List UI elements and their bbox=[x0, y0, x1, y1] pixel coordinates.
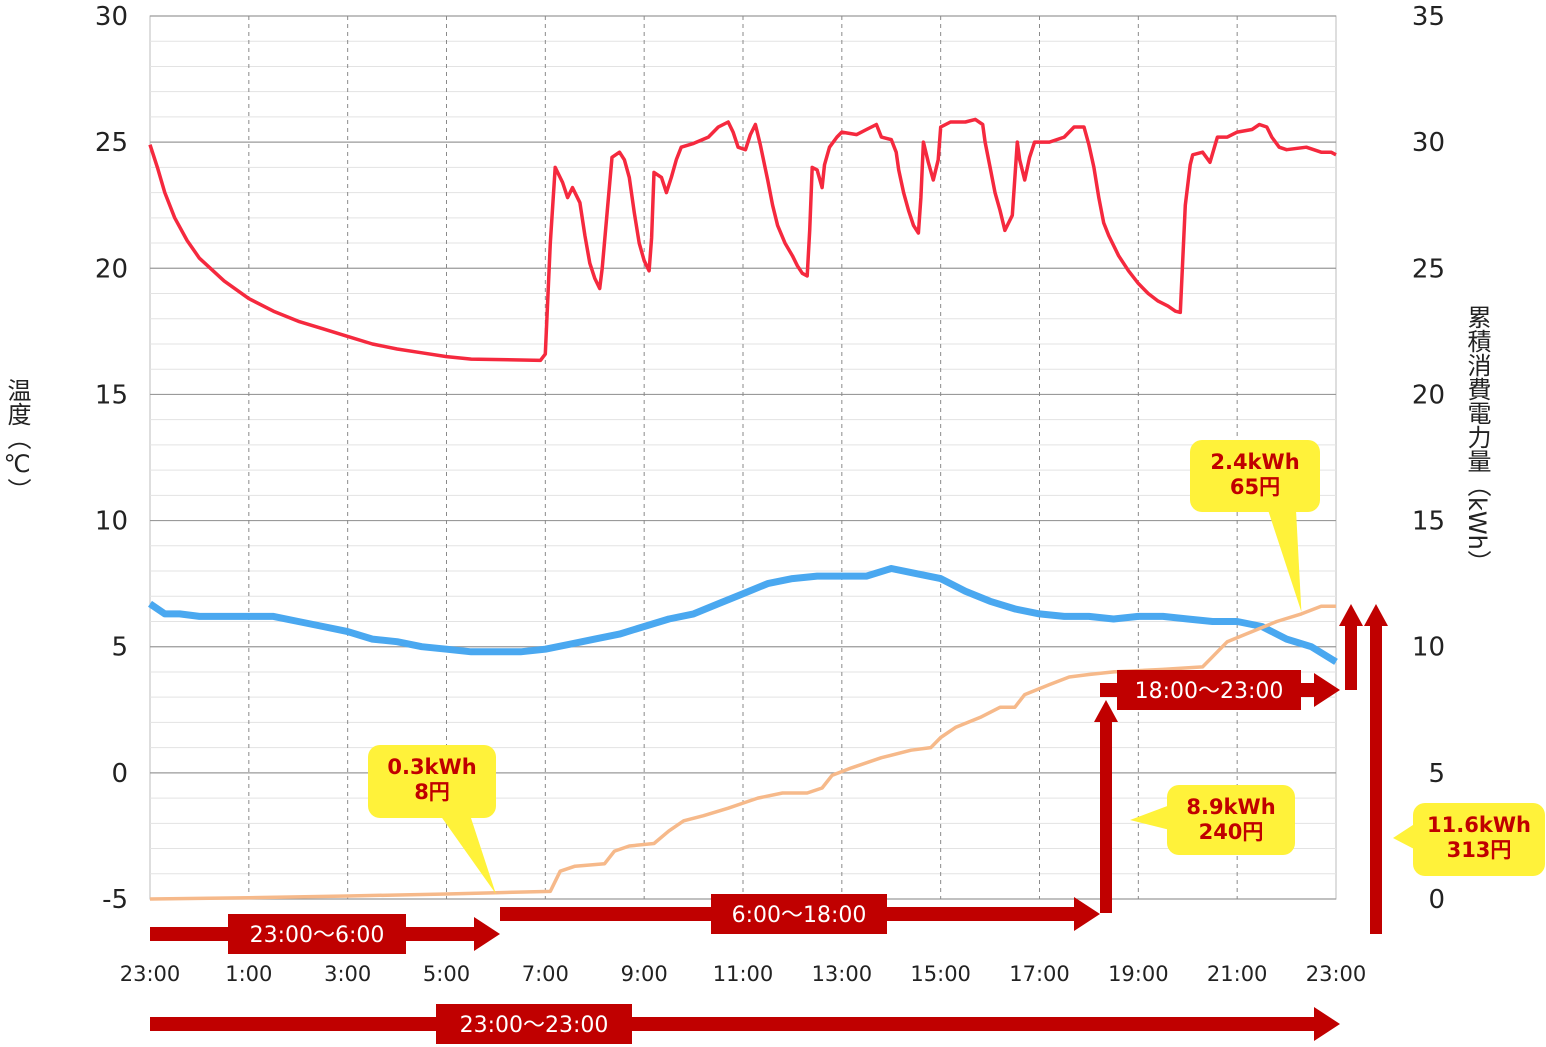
y-right-tick-label: 25 bbox=[1412, 254, 1445, 284]
x-tick-label: 13:00 bbox=[812, 962, 873, 986]
grid bbox=[149, 15, 1337, 900]
arrow-label: 18:00〜23:00 bbox=[1135, 679, 1284, 704]
arrow-label: 6:00〜18:00 bbox=[732, 903, 867, 928]
y-left-tick-label: -5 bbox=[102, 885, 128, 915]
y-left-tick-label: 20 bbox=[95, 254, 128, 284]
y-right-tick-label: 35 bbox=[1412, 2, 1445, 32]
callout-tail bbox=[1268, 510, 1302, 612]
callout-tail bbox=[440, 815, 496, 894]
arrow-label-box bbox=[1117, 670, 1301, 710]
x-tick-label: 23:00 bbox=[1306, 962, 1367, 986]
annotation-bubble: 2.4kWh 65円 bbox=[1190, 440, 1320, 512]
y-left-tick-label: 30 bbox=[95, 2, 128, 32]
annotation-energy: 0.3kWh bbox=[387, 755, 477, 779]
annotation-cost: 313円 bbox=[1446, 838, 1512, 862]
arrow-label: 23:00〜6:00 bbox=[250, 923, 385, 948]
x-tick-label: 9:00 bbox=[621, 962, 668, 986]
annotation-bubble: 8.9kWh 240円 bbox=[1167, 785, 1295, 855]
arrow-evening-total-head bbox=[1339, 604, 1363, 626]
y-right-tick-label: 0 bbox=[1428, 885, 1445, 915]
x-tick-label: 3:00 bbox=[324, 962, 371, 986]
annotation-cost: 65円 bbox=[1229, 475, 1281, 499]
x-tick-label: 19:00 bbox=[1108, 962, 1169, 986]
x-tick-label: 21:00 bbox=[1207, 962, 1268, 986]
y-left-tick-label: 10 bbox=[95, 507, 128, 537]
arrow-day-total-head bbox=[1094, 700, 1118, 722]
x-tick-label: 7:00 bbox=[522, 962, 569, 986]
annotation-energy: 2.4kWh bbox=[1210, 450, 1300, 474]
series-line-2 bbox=[148, 565, 1338, 665]
arrow-night-head bbox=[474, 917, 500, 951]
y-right-tick-label: 15 bbox=[1412, 507, 1445, 537]
arrow-evening-head bbox=[1314, 673, 1340, 707]
y-left-tick-label: 25 bbox=[95, 128, 128, 158]
y-right-tick-label: 5 bbox=[1428, 759, 1445, 789]
x-axis-ticks: 23:00 1:00 3:00 5:00 7:00 9:00 11:00 13:00 15:00… bbox=[120, 962, 1367, 986]
series-lines bbox=[148, 117, 1416, 901]
annotation-bubble: 11.6kWh 313円 bbox=[1413, 803, 1545, 876]
callout-tail bbox=[1393, 823, 1416, 850]
arrow-day-head bbox=[1074, 897, 1100, 931]
arrow-fullday-head bbox=[1314, 1007, 1340, 1041]
x-tick-label: 23:00 bbox=[120, 962, 181, 986]
x-tick-label: 15:00 bbox=[910, 962, 971, 986]
right-axis-label: 累積消費電力量（kWh） bbox=[1463, 305, 1491, 574]
y-right-tick-label: 10 bbox=[1412, 633, 1445, 663]
annotation-cost: 8円 bbox=[414, 780, 450, 804]
y-right-tick-label: 30 bbox=[1412, 128, 1445, 158]
annotation-cost: 240円 bbox=[1198, 820, 1264, 844]
y-left-tick-label: 5 bbox=[111, 633, 128, 663]
arrow-full-total-head bbox=[1364, 604, 1388, 626]
left-axis-ticks: 30 25 20 15 10 5 0 -5 bbox=[95, 2, 128, 915]
series-line-1 bbox=[148, 117, 1337, 363]
y-left-tick-label: 0 bbox=[111, 759, 128, 789]
arrow-fullday-shaft bbox=[150, 1017, 1316, 1031]
y-right-tick-label: 20 bbox=[1412, 380, 1445, 410]
x-tick-label: 11:00 bbox=[713, 962, 774, 986]
x-tick-label: 17:00 bbox=[1009, 962, 1070, 986]
arrow-day-total-shaft bbox=[1100, 720, 1112, 913]
series-line-3 bbox=[149, 604, 1336, 901]
right-axis-ticks: 35 30 25 20 15 10 5 0 bbox=[1412, 2, 1445, 915]
arrow-label-box bbox=[711, 894, 887, 934]
x-tick-label: 1:00 bbox=[225, 962, 272, 986]
left-axis-label: 温度（℃） bbox=[3, 378, 31, 502]
x-tick-label: 5:00 bbox=[423, 962, 470, 986]
y-left-tick-label: 15 bbox=[95, 380, 128, 410]
annotation-energy: 8.9kWh bbox=[1186, 795, 1276, 819]
arrow-label-box bbox=[436, 1004, 632, 1044]
annotation-energy: 11.6kWh bbox=[1427, 813, 1531, 837]
callout-tail bbox=[1130, 805, 1170, 830]
arrow-evening-total-shaft bbox=[1345, 624, 1357, 690]
period-arrows: 23:00〜6:00 6:00〜18:00 18:00〜23:00 23:00〜23:… bbox=[150, 604, 1388, 1044]
arrow-label-box bbox=[228, 914, 406, 954]
arrow-label: 23:00〜23:00 bbox=[460, 1013, 609, 1038]
arrow-full-total-shaft bbox=[1370, 624, 1382, 934]
annotation-bubble: 0.3kWh 8円 bbox=[368, 745, 496, 818]
